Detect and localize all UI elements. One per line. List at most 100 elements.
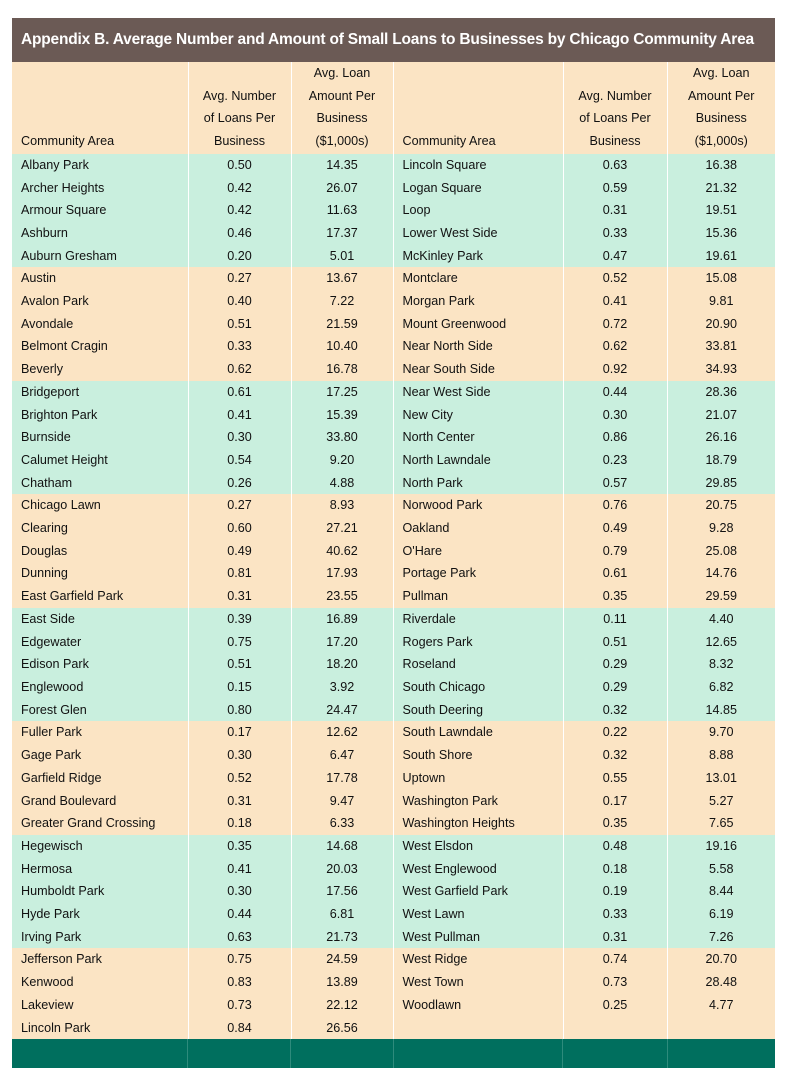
cell-avg-number-left: 0.26 xyxy=(188,471,292,495)
cell-avg-number-left: 0.15 xyxy=(188,675,292,699)
cell-avg-amount-left: 33.80 xyxy=(291,426,394,449)
cell-community-area-left: Greater Grand Crossing xyxy=(12,812,189,835)
cell-avg-number-right: 0.63 xyxy=(563,153,668,177)
cell-community-area-right: Woodlawn xyxy=(393,993,564,1017)
cell-avg-number-left: 0.42 xyxy=(188,176,292,200)
cell-community-area-right: North Lawndale xyxy=(393,448,564,472)
table-row: Belmont Cragin 0.33 10.40 Near North Side 0.… xyxy=(12,335,775,359)
cell-community-area-right: Lincoln Square xyxy=(393,153,564,177)
cell-community-area-left: Edison Park xyxy=(12,653,189,676)
header-avg-number-right: Avg. Number of Loans Per Business xyxy=(563,62,668,154)
cell-community-area-left: Gage Park xyxy=(12,744,189,767)
cell-community-area-left: Auburn Gresham xyxy=(12,244,189,268)
cell-community-area-left: Hegewisch xyxy=(12,834,189,858)
cell-avg-number-right: 0.59 xyxy=(563,176,668,200)
cell-avg-amount-left: 23.55 xyxy=(291,585,394,608)
table-row: Douglas 0.49 40.62 O'Hare 0.79 25.08 xyxy=(12,539,775,563)
cell-avg-amount-right: 14.76 xyxy=(667,562,775,586)
cell-avg-amount-left: 17.93 xyxy=(291,562,394,586)
cell-avg-amount-right: 8.44 xyxy=(667,880,775,904)
cell-avg-amount-left: 7.22 xyxy=(291,290,394,313)
cell-community-area-left: Lincoln Park xyxy=(12,1016,189,1040)
table-row: Humboldt Park 0.30 17.56 West Garfield Park… xyxy=(12,880,775,904)
table-body: Albany Park 0.50 14.35 Lincoln Square 0.63 16… xyxy=(12,153,775,1040)
cell-avg-number-right: 0.35 xyxy=(563,585,668,608)
cell-avg-amount-right: 19.16 xyxy=(667,834,775,858)
table-row: Hermosa 0.41 20.03 West Englewood 0.18 5.58 xyxy=(12,857,775,881)
cell-avg-amount-right: 15.08 xyxy=(667,267,775,291)
cell-avg-number-right: 0.79 xyxy=(563,539,668,563)
cell-avg-amount-left: 16.89 xyxy=(291,607,394,631)
cell-avg-number-left: 0.44 xyxy=(188,903,292,926)
cell-avg-number-right: 0.55 xyxy=(563,766,668,790)
cell-avg-number-right: 0.30 xyxy=(563,403,668,427)
cell-community-area-right: South Deering xyxy=(393,698,564,722)
cell-avg-amount-right: 28.48 xyxy=(667,971,775,994)
cell-community-area-right: Uptown xyxy=(393,766,564,790)
table-row: Ashburn 0.46 17.37 Lower West Side 0.33 15.36 xyxy=(12,221,775,245)
cell-avg-number-right: 0.29 xyxy=(563,653,668,676)
table-row: Dunning 0.81 17.93 Portage Park 0.61 14.76 xyxy=(12,562,775,586)
cell-avg-number-right: 0.86 xyxy=(563,426,668,449)
cell-community-area-right: Washington Heights xyxy=(393,812,564,835)
cell-avg-amount-right: 29.85 xyxy=(667,471,775,495)
cell-avg-number-right: 0.11 xyxy=(563,607,668,631)
cell-avg-amount-left: 15.39 xyxy=(291,403,394,427)
cell-community-area-right: Near South Side xyxy=(393,358,564,381)
cell-community-area-right: West Englewood xyxy=(393,857,564,881)
cell-avg-number-left: 0.42 xyxy=(188,199,292,222)
cell-community-area-left: Clearing xyxy=(12,517,189,540)
cell-avg-number-right: 0.61 xyxy=(563,562,668,586)
cell-avg-amount-left: 26.07 xyxy=(291,176,394,200)
cell-avg-amount-left: 17.56 xyxy=(291,880,394,904)
cell-avg-amount-left: 14.35 xyxy=(291,153,394,177)
footer-cell xyxy=(668,1039,775,1068)
footer-cell xyxy=(188,1039,292,1069)
cell-avg-amount-right: 4.40 xyxy=(667,607,775,631)
cell-avg-number-right: 0.32 xyxy=(563,744,668,767)
cell-community-area-right: Roseland xyxy=(393,653,564,676)
cell-avg-number-left: 0.41 xyxy=(188,857,292,881)
cell-avg-number-right: 0.25 xyxy=(563,993,668,1017)
cell-avg-amount-left: 9.47 xyxy=(291,789,394,813)
cell-community-area-left: Avalon Park xyxy=(12,290,189,313)
cell-community-area-left: Bridgeport xyxy=(12,380,189,404)
cell-avg-number-left: 0.52 xyxy=(188,766,292,790)
cell-avg-number-left: 0.46 xyxy=(188,221,292,245)
appendix-b-table-container: Appendix B. Average Number and Amount of… xyxy=(12,18,775,1069)
table-row: Calumet Height 0.54 9.20 North Lawndale 0.23… xyxy=(12,448,775,472)
cell-avg-number-left: 0.33 xyxy=(188,335,292,359)
cell-community-area-right: North Center xyxy=(393,426,564,449)
cell-community-area-right: Morgan Park xyxy=(393,290,564,313)
cell-avg-number-right: 0.73 xyxy=(563,971,668,994)
cell-avg-number-right: 0.33 xyxy=(563,903,668,926)
cell-community-area-right: Rogers Park xyxy=(393,630,564,654)
cell-avg-amount-left: 16.78 xyxy=(291,358,394,381)
cell-avg-number-left: 0.27 xyxy=(188,267,292,291)
cell-avg-number-left: 0.80 xyxy=(188,698,292,722)
cell-avg-amount-left: 24.59 xyxy=(291,948,394,972)
cell-avg-amount-right: 16.38 xyxy=(667,153,775,177)
cell-community-area-left: Ashburn xyxy=(12,221,189,245)
table-row: Archer Heights 0.42 26.07 Logan Square 0.59 2… xyxy=(12,176,775,200)
cell-avg-number-left: 0.27 xyxy=(188,494,292,518)
cell-community-area-left: Hyde Park xyxy=(12,903,189,926)
cell-community-area-left: Humboldt Park xyxy=(12,880,189,904)
cell-avg-number-left: 0.63 xyxy=(188,925,292,949)
cell-community-area-left: Irving Park xyxy=(12,925,189,949)
cell-community-area-right: South Shore xyxy=(393,744,564,767)
footer-cell xyxy=(291,1039,394,1069)
cell-community-area-left: Beverly xyxy=(12,358,189,381)
cell-community-area-left: East Side xyxy=(12,607,189,631)
cell-avg-number-left: 0.51 xyxy=(188,312,292,336)
cell-avg-amount-right: 29.59 xyxy=(667,585,775,608)
table-row: Bridgeport 0.61 17.25 Near West Side 0.44 28.… xyxy=(12,380,775,404)
cell-avg-amount-right: 20.70 xyxy=(667,948,775,972)
header-community-area-left: Community Area xyxy=(12,62,189,154)
cell-avg-number-left: 0.60 xyxy=(188,517,292,540)
table-row: Auburn Gresham 0.20 5.01 McKinley Park 0.47 1… xyxy=(12,244,775,268)
cell-avg-amount-left: 24.47 xyxy=(291,698,394,722)
cell-community-area-left: Garfield Ridge xyxy=(12,766,189,790)
cell-community-area-right: Pullman xyxy=(393,585,564,608)
cell-avg-amount-right: 18.79 xyxy=(667,448,775,472)
